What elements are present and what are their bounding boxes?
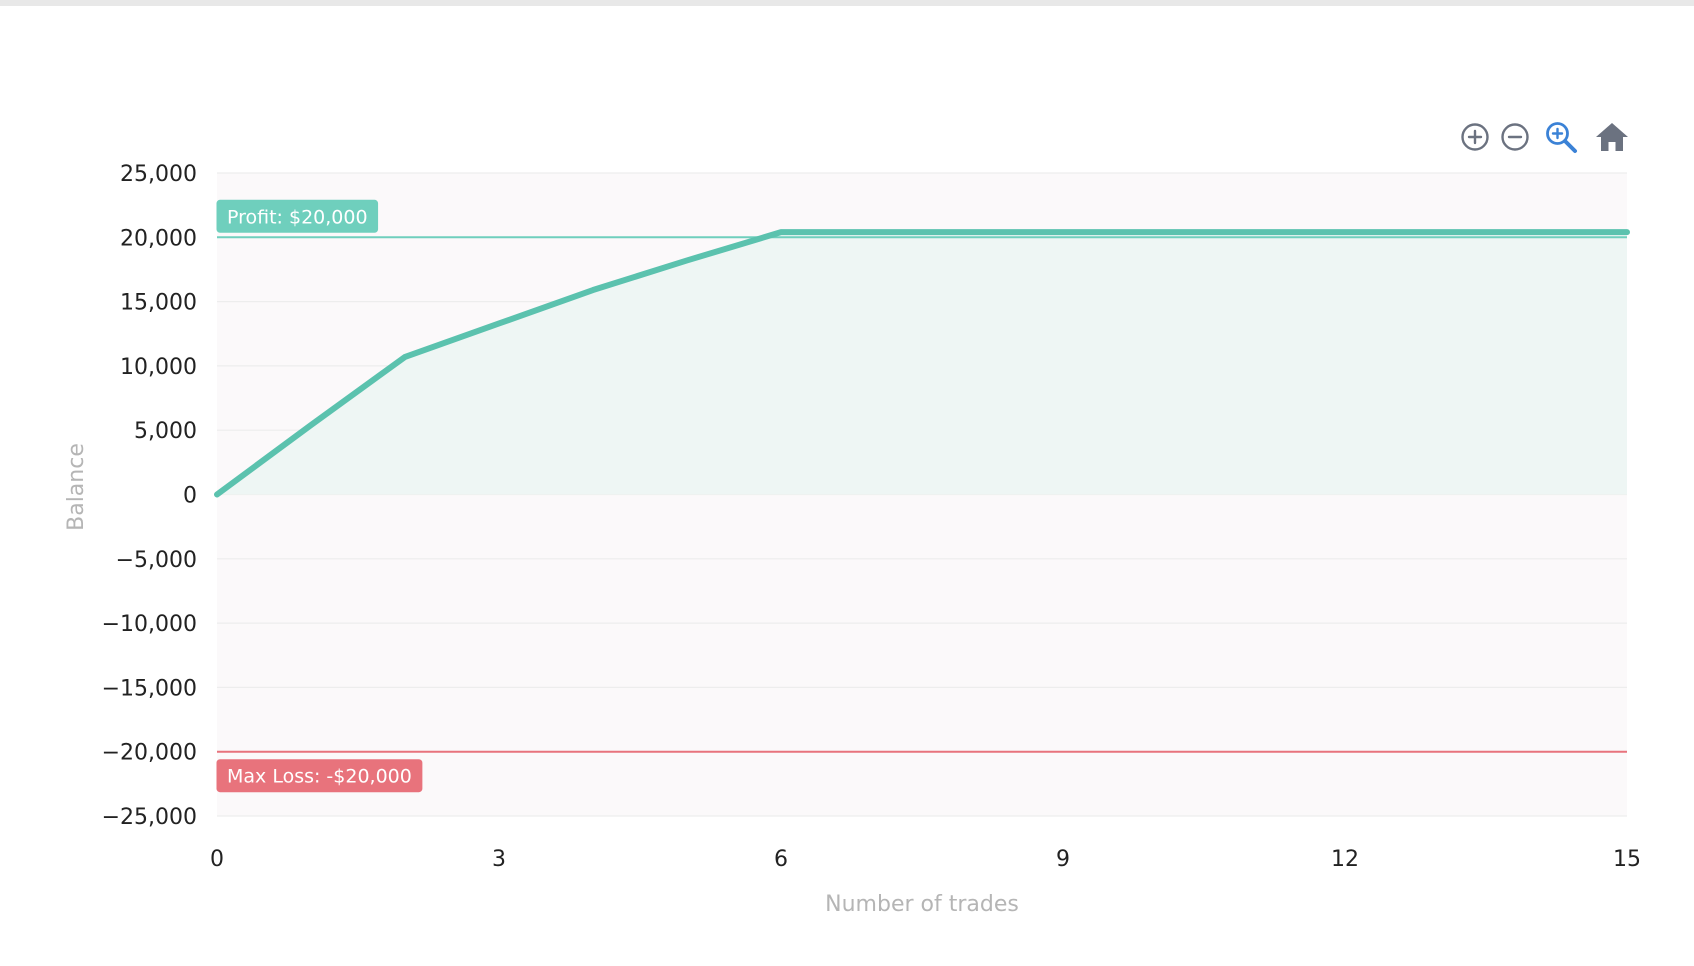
y-axis-title: Balance [64,443,89,531]
y-tick-label: 10,000 [120,355,197,380]
y-tick-label: −25,000 [102,805,197,830]
y-tick-label: −20,000 [102,741,197,766]
zoom-in-icon[interactable] [1460,122,1490,152]
zoom-out-icon[interactable] [1500,122,1530,152]
profit-threshold-label-text: Profit: $20,000 [227,206,368,228]
loss-threshold-label: Max Loss: -$20,000 [216,759,423,793]
balance-series-line [214,229,1630,498]
y-tick-label: −15,000 [102,676,197,701]
x-tick-label: 3 [492,847,506,872]
series-area-fill [217,232,1627,495]
loss-threshold-label-box [216,759,423,793]
y-tick-label: −5,000 [116,548,197,573]
zoom-select-icon[interactable] [1544,120,1578,154]
y-tick-label: 0 [183,484,197,509]
y-tick-label: 5,000 [134,419,197,444]
x-tick-label: 6 [774,847,788,872]
x-tick-label: 12 [1331,847,1359,872]
y-tick-label: 20,000 [120,226,197,251]
y-tick-label: 25,000 [120,162,197,187]
x-tick-label: 0 [210,847,224,872]
x-tick-label: 9 [1056,847,1070,872]
x-tick-label: 15 [1613,847,1641,872]
home-icon[interactable] [1594,121,1630,153]
x-axis-title: Number of trades [825,892,1019,917]
loss-threshold-label-text: Max Loss: -$20,000 [227,766,412,788]
profit-threshold-label-box [216,199,379,233]
y-tick-label: 15,000 [120,291,197,316]
profit-threshold-label: Profit: $20,000 [216,199,379,233]
top-border [0,0,1694,6]
y-tick-label: −10,000 [102,612,197,637]
